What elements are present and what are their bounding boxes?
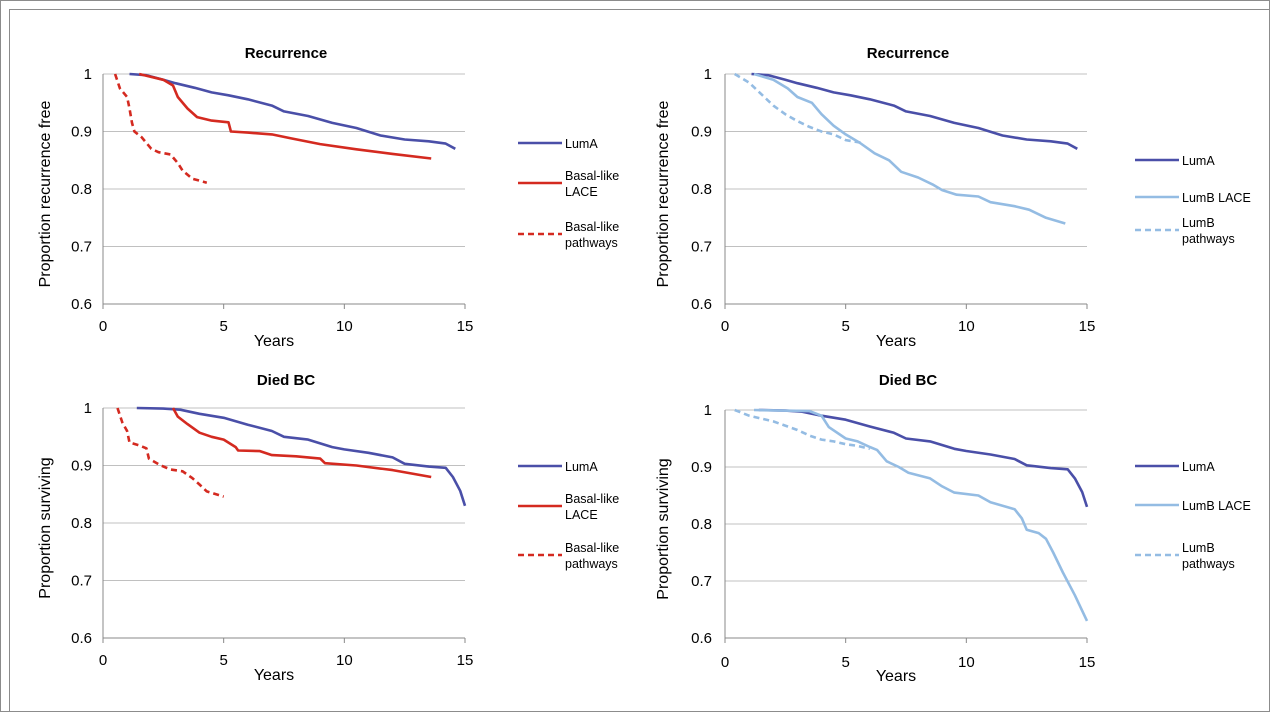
- legend: LumA Basal-like LACE Basal-like pathways: [518, 137, 619, 250]
- y-tick-label: 1: [704, 66, 712, 83]
- x-tick-label: 0: [99, 318, 107, 335]
- x-tick-label: 0: [721, 318, 729, 335]
- chart-title: Died BC: [879, 372, 938, 389]
- y-tick-label: 0.7: [691, 239, 712, 256]
- series-line-lumb-pathways: [734, 72, 863, 145]
- x-tick-label: 5: [841, 318, 849, 335]
- series-line-luma: [136, 406, 467, 507]
- x-tick-label: 10: [336, 652, 353, 669]
- y-tick-label: 0.9: [71, 458, 92, 475]
- y-tick-label: 1: [84, 400, 92, 417]
- legend-label: pathways: [565, 236, 618, 250]
- series-line-lumb-lace: [753, 72, 1066, 225]
- y-tick-label: 0.7: [71, 239, 92, 256]
- y-tick-label: 0.9: [691, 124, 712, 141]
- y-tick-label: 0.8: [71, 181, 92, 198]
- legend: LumA Basal-like LACE Basal-like pathways: [518, 460, 619, 571]
- x-axis-label: Years: [254, 667, 294, 684]
- y-tick-label: 0.6: [71, 630, 92, 647]
- y-tick-label: 0.8: [71, 515, 92, 532]
- x-axis-label: Years: [254, 333, 294, 350]
- y-tick-label: 0.9: [691, 459, 712, 476]
- series-line-lumb-lace: [753, 408, 1089, 622]
- series-line-luma: [751, 72, 1078, 150]
- legend-label: pathways: [1182, 557, 1235, 571]
- series-line-luma: [758, 408, 1089, 508]
- x-tick-label: 15: [1079, 318, 1096, 335]
- legend-label: pathways: [1182, 232, 1235, 246]
- y-tick-label: 0.7: [71, 573, 92, 590]
- x-axis-label: Years: [876, 333, 916, 350]
- y-axis-label: Proportion surviving: [655, 458, 672, 599]
- legend-label: LumB LACE: [1182, 499, 1251, 513]
- chart-title: Recurrence: [867, 45, 950, 62]
- x-tick-label: 15: [1079, 654, 1096, 671]
- legend-label: LumB LACE: [1182, 191, 1251, 205]
- x-tick-label: 15: [457, 318, 474, 335]
- series-line-basal-like-pathways: [116, 407, 225, 498]
- x-tick-label: 15: [457, 652, 474, 669]
- x-tick-label: 5: [219, 318, 227, 335]
- chart-title: Died BC: [257, 372, 316, 389]
- y-tick-label: 1: [84, 66, 92, 83]
- series-line-basal-like-lace: [171, 407, 432, 479]
- legend: LumA LumB LACE LumB pathways: [1135, 460, 1251, 571]
- series-line-lumb-pathways: [734, 408, 871, 451]
- x-tick-label: 5: [219, 652, 227, 669]
- chart-title: Recurrence: [245, 45, 328, 62]
- chart-panel-2: 0.60.70.80.910 5 10 15RecurrenceYearsPropor…: [655, 45, 1251, 350]
- legend-label: LACE: [565, 508, 598, 522]
- series-line-basal-like-lace: [138, 72, 432, 160]
- chart-panel-1: 0.60.70.80.910 5 10 15RecurrenceYearsPropor…: [37, 45, 619, 350]
- legend-label: LumA: [565, 137, 598, 151]
- y-tick-label: 0.6: [691, 630, 712, 647]
- legend-label: Basal-like: [565, 169, 619, 183]
- legend-label: Basal-like: [565, 492, 619, 506]
- y-tick-label: 0.6: [71, 296, 92, 313]
- legend-label: LumB: [1182, 541, 1215, 555]
- x-tick-label: 5: [841, 654, 849, 671]
- y-axis-label: Proportion recurrence free: [655, 101, 672, 288]
- x-tick-label: 0: [99, 652, 107, 669]
- legend-label: pathways: [565, 557, 618, 571]
- x-tick-label: 10: [336, 318, 353, 335]
- legend-label: LumA: [1182, 154, 1215, 168]
- legend-label: LumA: [565, 460, 598, 474]
- y-tick-label: 0.8: [691, 516, 712, 533]
- series-line-basal-like-pathways: [113, 73, 208, 184]
- x-tick-label: 10: [958, 654, 975, 671]
- x-axis-label: Years: [876, 668, 916, 685]
- x-tick-label: 0: [721, 654, 729, 671]
- legend-label: LumA: [1182, 460, 1215, 474]
- series-line-luma: [129, 72, 456, 150]
- y-axis-label: Proportion surviving: [37, 457, 54, 598]
- legend-label: LumB: [1182, 216, 1215, 230]
- legend: LumA LumB LACE LumB pathways: [1135, 154, 1251, 246]
- y-tick-label: 0.8: [691, 181, 712, 198]
- x-tick-label: 10: [958, 318, 975, 335]
- legend-label: Basal-like: [565, 541, 619, 555]
- legend-label: LACE: [565, 185, 598, 199]
- y-axis-label: Proportion recurrence free: [37, 101, 54, 288]
- y-tick-label: 0.6: [691, 296, 712, 313]
- y-tick-label: 1: [704, 402, 712, 419]
- y-tick-label: 0.7: [691, 573, 712, 590]
- legend-label: Basal-like: [565, 220, 619, 234]
- y-tick-label: 0.9: [71, 124, 92, 141]
